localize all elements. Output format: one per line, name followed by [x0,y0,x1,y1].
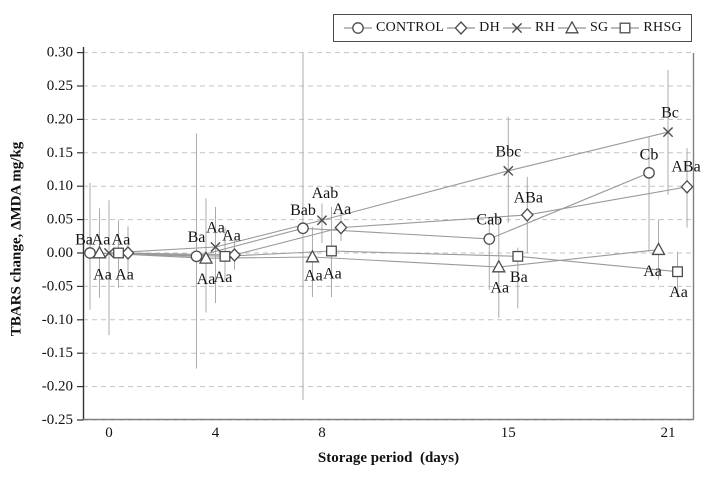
y-axis-title: TBARS change, ΔMDA mg/kg [8,141,25,337]
significance-label-sg-day0: Aa [93,267,112,284]
significance-label-rhsg-day8: Aa [323,265,342,282]
marker-control-day4 [190,250,203,263]
legend-label: RHSG [643,20,682,35]
marker-sg-day15 [491,259,506,273]
marker-dh-day0 [121,246,135,260]
diamond-icon [447,21,476,35]
y-tick-label: 0.30 [47,45,73,61]
significance-label-control-day21: Cb [640,146,659,163]
marker-dh-day15 [520,207,534,222]
y-tick-label: -0.10 [42,312,73,328]
significance-label-rh-day8: Aab [312,185,339,202]
marker-rh-day8 [316,215,328,226]
marker-rhsg-day21 [672,266,683,278]
significance-label-rhsg-day4: Aa [214,269,233,286]
marker-rhsg-day4 [219,250,231,262]
y-tick-label: 0.05 [47,212,73,228]
marker-rhsg-day0 [113,247,124,259]
y-tick-label: -0.05 [42,278,73,294]
x-tick-label: 4 [212,425,220,441]
legend-item-sg: SG [557,20,609,36]
marker-control-day8 [297,222,309,235]
significance-label-dh-day15: ABa [514,189,543,206]
significance-label-dh-day21: ABa [671,158,700,175]
chart-legend: CONTROL DH RH SG RHSG [333,14,692,42]
significance-label-dh-day4: Aa [222,228,241,245]
significance-label-control-day4: Ba [188,229,206,246]
marker-dh-day4 [227,248,241,262]
y-tick-label: 0.10 [47,178,73,194]
legend-item-rhsg: RHSG [610,20,682,36]
marker-sg-day21 [651,242,666,256]
legend-label: DH [479,20,500,35]
marker-sg-day8 [305,249,320,263]
significance-label-rhsg-day21: Aa [669,284,688,301]
marker-dh-day21 [680,179,694,194]
significance-label-sg-day15: Aa [490,280,509,297]
marker-rhsg-day8 [326,245,337,257]
marker-rh-day0 [103,247,115,259]
y-tick-label: -0.25 [42,412,73,428]
x-icon [502,22,531,34]
legend-label: RH [534,20,556,35]
significance-label-rh-day21: Bc [661,105,679,122]
significance-label-rhsg-day15: Ba [510,269,528,286]
y-tick-label: -0.20 [42,379,73,395]
x-tick-label: 0 [105,425,113,441]
significance-label-rh-day0: Aa [92,232,111,249]
y-tick-label: 0.00 [47,245,73,261]
square-marker [619,22,631,34]
x-axis-title: Storage period (days) [317,450,460,466]
marker-dh-day8 [334,220,348,235]
y-tick-label: -0.15 [42,345,73,361]
y-tick-label: 0.15 [47,145,73,161]
significance-label-rh-day15: Bbc [495,143,521,160]
diamond-marker [454,21,468,35]
triangle-icon [557,21,586,34]
legend-item-dh: DH [446,20,500,36]
marker-rh-day15 [503,165,514,176]
marker-control-day21 [643,166,655,179]
marker-sg-day4 [198,250,214,264]
significance-label-control-day15: Cab [476,211,502,228]
y-tick-label: 0.25 [47,78,73,94]
marker-control-day15 [483,233,496,245]
legend-item-control: CONTROL [343,20,444,36]
square-icon [611,22,640,34]
circle-marker [352,22,364,34]
marker-control-day0 [84,247,96,259]
marker-sg-day0 [92,245,107,259]
x-tick-label: 15 [501,425,516,441]
significance-label-sg-day21: Aa [643,263,662,280]
marker-rh-day21 [662,126,674,138]
significance-label-rh-day4: Aa [206,219,225,236]
legend-label: SG [589,20,609,35]
marker-rh-day4 [210,241,221,253]
series-line-control [89,172,650,257]
y-tick-label: 0.20 [47,111,73,127]
triangle-marker [564,21,580,34]
x-tick-label: 21 [661,425,676,441]
significance-label-dh-day8: Aa [333,201,352,218]
legend-label: CONTROL [376,20,445,35]
legend-item-rh: RH [502,20,555,36]
significance-label-control-day8: Bab [290,202,316,219]
significance-label-sg-day8: Aa [304,268,323,285]
significance-label-rhsg-day0: Aa [115,267,134,284]
circle-icon [344,22,372,34]
x-marker [511,22,523,34]
significance-label-dh-day0: Aa [112,232,131,249]
significance-label-control-day0: Ba [75,232,93,249]
significance-label-sg-day4: Aa [197,271,216,288]
x-tick-label: 8 [318,425,326,441]
marker-rhsg-day15 [512,250,524,262]
